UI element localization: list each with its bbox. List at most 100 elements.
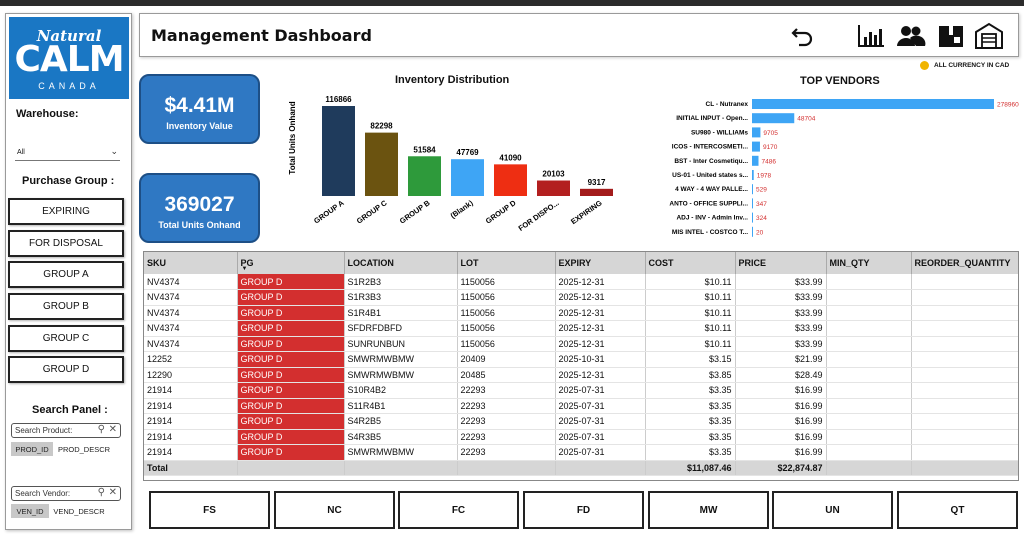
- bar-1[interactable]: [365, 132, 398, 196]
- bar-0[interactable]: [322, 106, 355, 196]
- vendor-bar-0[interactable]: [752, 99, 994, 109]
- bottom-button-nc[interactable]: NC: [274, 491, 395, 529]
- users-icon[interactable]: [896, 22, 926, 50]
- vendors-chart-title: TOP VENDORS: [800, 75, 880, 87]
- prod-descr-chip[interactable]: PROD_DESCR: [55, 442, 113, 456]
- col-min-qty[interactable]: MIN_QTY: [826, 252, 912, 274]
- bottom-button-fd[interactable]: FD: [523, 491, 644, 529]
- table-row[interactable]: 21914 GROUP D S4R2B5 22293 2025-07-31 $3.35 $1…: [144, 413, 1018, 430]
- table-cell-lot: 22293: [457, 413, 556, 430]
- bar-5[interactable]: [537, 180, 570, 196]
- table-row[interactable]: 12252 GROUP D SMWRMWBMW 20409 2025-10-31 $3.1…: [144, 351, 1018, 368]
- bar-2[interactable]: [408, 156, 441, 196]
- vendor-bar-9[interactable]: [752, 226, 753, 237]
- purchase-group-b[interactable]: GROUP B: [8, 293, 124, 320]
- search-vendor-placeholder: Search Vendor:: [15, 489, 71, 498]
- bar-3[interactable]: [451, 159, 484, 196]
- undo-icon[interactable]: [788, 22, 818, 50]
- col-pg[interactable]: PG ▼: [237, 252, 345, 274]
- bar-6[interactable]: [580, 188, 613, 196]
- col-sku[interactable]: SKU: [144, 252, 238, 274]
- warehouse-icon[interactable]: [974, 22, 1004, 50]
- purchase-group-a[interactable]: GROUP A: [8, 261, 124, 288]
- table-row[interactable]: 21914 GROUP D SMWRMWBMW 22293 2025-07-31 $3.3…: [144, 444, 1018, 461]
- table-row[interactable]: 21914 GROUP D S4R3B5 22293 2025-07-31 $3.35 $1…: [144, 429, 1018, 445]
- table-row[interactable]: NV4374 GROUP D SUNRUNBUN 1150056 2025-12-31 $…: [144, 336, 1018, 352]
- warehouse-select[interactable]: All ⌄: [15, 146, 120, 161]
- col-price[interactable]: PRICE: [735, 252, 827, 274]
- table-cell-pg: GROUP D: [237, 274, 345, 290]
- table-cell-cost: $3.35: [645, 382, 736, 399]
- warehouse-label: Warehouse:: [16, 108, 79, 120]
- vendor-bar-2[interactable]: [752, 127, 761, 138]
- table-cell-min-qty: [826, 320, 912, 337]
- table-row[interactable]: NV4374 GROUP D S1R2B3 1150056 2025-12-31 $10.…: [144, 274, 1018, 290]
- coin-icon: [920, 61, 929, 70]
- table-cell-expiry: 2025-12-31: [555, 274, 646, 290]
- vendor-bar-6[interactable]: [752, 184, 753, 195]
- ven-id-chip[interactable]: VEN_ID: [11, 504, 49, 518]
- table-row[interactable]: NV4374 GROUP D S1R4B1 1150056 2025-12-31 $10.…: [144, 305, 1018, 321]
- table-row[interactable]: NV4374 GROUP D S1R3B3 1150056 2025-12-31 $10.…: [144, 289, 1018, 306]
- search-panel-label: Search Panel :: [32, 404, 108, 416]
- purchase-group-expiring[interactable]: EXPIRING: [8, 198, 124, 225]
- vendor-value-label: 7486: [761, 158, 776, 165]
- vendor-bar-3[interactable]: [752, 141, 760, 152]
- vendor-bar-8[interactable]: [752, 212, 753, 223]
- search-vendor-input[interactable]: Search Vendor: ⚲ ✕: [11, 486, 121, 501]
- vendor-label: US-01 - United states s...: [672, 172, 748, 179]
- search-product-input[interactable]: Search Product: ⚲ ✕: [11, 423, 121, 438]
- bottom-button-fc[interactable]: FC: [398, 491, 519, 529]
- table-cell-lot: 22293: [457, 444, 556, 461]
- table-cell-lot: 22293: [457, 382, 556, 399]
- vendor-bar-4[interactable]: [752, 155, 759, 166]
- bar-4[interactable]: [494, 164, 527, 196]
- close-icon[interactable]: ✕: [108, 487, 117, 498]
- table-row[interactable]: 12290 GROUP D SMWRMWBMW 20485 2025-12-31 $3.8…: [144, 367, 1018, 383]
- purchase-group-c[interactable]: GROUP C: [8, 325, 124, 352]
- bottom-button-qt[interactable]: QT: [897, 491, 1018, 529]
- vendor-label: CL - Nutranex: [706, 101, 749, 108]
- table-cell-lot: 1150056: [457, 305, 556, 321]
- bar-value-label: 9317: [588, 178, 606, 187]
- vendor-value-label: 1978: [757, 173, 772, 180]
- table-cell-lot: 1150056: [457, 289, 556, 306]
- purchase-group-for-disposal[interactable]: FOR DISPOSAL: [8, 230, 124, 257]
- bottom-button-fs[interactable]: FS: [149, 491, 270, 529]
- vendor-bar-1[interactable]: [752, 113, 795, 124]
- table-row[interactable]: NV4374 GROUP D SFDRFDBFD 1150056 2025-12-31 $…: [144, 320, 1018, 337]
- bottom-button-un[interactable]: UN: [772, 491, 893, 529]
- close-icon[interactable]: ✕: [108, 424, 117, 435]
- table-cell-lot: 1150056: [457, 336, 556, 352]
- table-cell-sku: 21914: [144, 382, 238, 399]
- bar-chart-icon[interactable]: [856, 22, 886, 50]
- purchase-group-d[interactable]: GROUP D: [8, 356, 124, 383]
- table-row[interactable]: 21914 GROUP D S10R4B2 22293 2025-07-31 $3.35 $…: [144, 382, 1018, 399]
- top-bar: [0, 0, 1024, 6]
- table-cell-min-qty: [826, 382, 912, 399]
- prod-id-chip[interactable]: PROD_ID: [11, 442, 53, 456]
- total-price: $22,874.87: [735, 459, 827, 476]
- col-lot[interactable]: LOT: [457, 252, 556, 274]
- x-tick-label: GROUP C: [355, 198, 389, 226]
- col-expiry[interactable]: EXPIRY: [555, 252, 646, 274]
- vend-descr-chip[interactable]: VEND_DESCR: [51, 504, 107, 518]
- col-location[interactable]: LOCATION: [344, 252, 458, 274]
- table-cell-cost: $3.35: [645, 429, 736, 445]
- table-cell-min-qty: [826, 289, 912, 306]
- kpi-units-onhand-label: Total Units Onhand: [158, 220, 241, 230]
- box-icon[interactable]: [936, 22, 966, 50]
- table-row[interactable]: 21914 GROUP D S11R4B1 22293 2025-07-31 $3.35 $…: [144, 398, 1018, 414]
- table-cell-price: $33.99: [735, 289, 827, 306]
- vendor-bar-5[interactable]: [752, 170, 754, 180]
- vendor-label: ANTO - OFFICE SUPPLI...: [669, 200, 748, 207]
- bottom-button-mw[interactable]: MW: [648, 491, 769, 529]
- search-product-placeholder: Search Product:: [15, 426, 73, 435]
- table-cell-sku: 21914: [144, 444, 238, 461]
- col-cost[interactable]: COST: [645, 252, 736, 274]
- x-tick-label: GROUP B: [398, 198, 432, 226]
- table-cell-location: SMWRMWBMW: [344, 367, 458, 383]
- col-reorder-quantity[interactable]: REORDER_QUANTITY: [911, 252, 1018, 274]
- table-cell-lot: 22293: [457, 398, 556, 414]
- vendor-bar-7[interactable]: [752, 198, 753, 209]
